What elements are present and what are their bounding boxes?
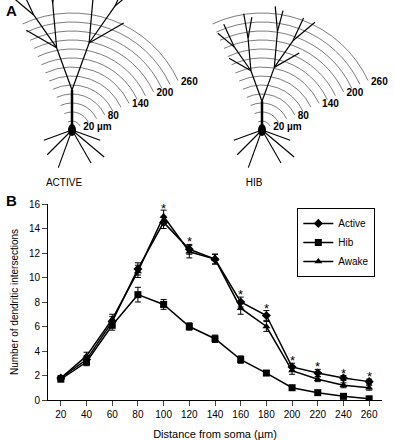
svg-text:*: *	[290, 353, 295, 368]
svg-text:*: *	[161, 201, 166, 216]
svg-text:14: 14	[29, 223, 41, 234]
svg-text:12: 12	[29, 248, 41, 259]
svg-text:200: 200	[284, 409, 301, 420]
svg-text:HIB: HIB	[246, 177, 263, 188]
svg-text:*: *	[238, 287, 243, 302]
svg-text:16: 16	[29, 199, 41, 210]
html-text:B: B	[6, 192, 17, 209]
svg-text:80: 80	[132, 409, 144, 420]
svg-text:6: 6	[34, 321, 40, 332]
svg-text:20 µm: 20 µm	[83, 121, 112, 132]
svg-text:*: *	[315, 359, 320, 374]
svg-text:2: 2	[34, 370, 40, 381]
svg-text:Active: Active	[338, 218, 366, 229]
svg-text:100: 100	[155, 409, 172, 420]
svg-text:200: 200	[157, 87, 174, 98]
svg-text:60: 60	[107, 409, 119, 420]
svg-text:80: 80	[108, 110, 120, 121]
svg-text:140: 140	[132, 98, 149, 109]
svg-text:140: 140	[207, 409, 224, 420]
svg-text:Hib: Hib	[338, 237, 353, 248]
svg-text:8: 8	[34, 297, 40, 308]
svg-text:ACTIVE: ACTIVE	[46, 177, 82, 188]
svg-text:140: 140	[322, 98, 339, 109]
svg-text:80: 80	[298, 110, 310, 121]
svg-text:200: 200	[347, 87, 364, 98]
svg-text:Number of dendritic intersecti: Number of dendritic intersections	[9, 229, 20, 375]
svg-text:260: 260	[361, 409, 378, 420]
svg-text:0: 0	[34, 395, 40, 406]
svg-text:*: *	[341, 366, 346, 381]
svg-text:120: 120	[181, 409, 198, 420]
svg-text:240: 240	[335, 409, 352, 420]
svg-text:220: 220	[309, 409, 326, 420]
svg-text:40: 40	[81, 409, 93, 420]
svg-text:260: 260	[181, 76, 198, 87]
svg-text:260: 260	[371, 76, 388, 87]
svg-text:*: *	[264, 301, 269, 316]
svg-text:20: 20	[55, 409, 67, 420]
svg-text:Awake: Awake	[338, 256, 368, 267]
svg-text:*: *	[367, 369, 372, 384]
svg-text:4: 4	[34, 346, 40, 357]
svg-text:20 µm: 20 µm	[273, 121, 302, 132]
svg-text:10: 10	[29, 272, 41, 283]
html-text:A: A	[6, 2, 17, 19]
svg-text:160: 160	[232, 409, 249, 420]
svg-text:180: 180	[258, 409, 275, 420]
svg-text:Distance from soma (µm): Distance from soma (µm)	[153, 428, 277, 440]
svg-text:*: *	[187, 234, 192, 249]
